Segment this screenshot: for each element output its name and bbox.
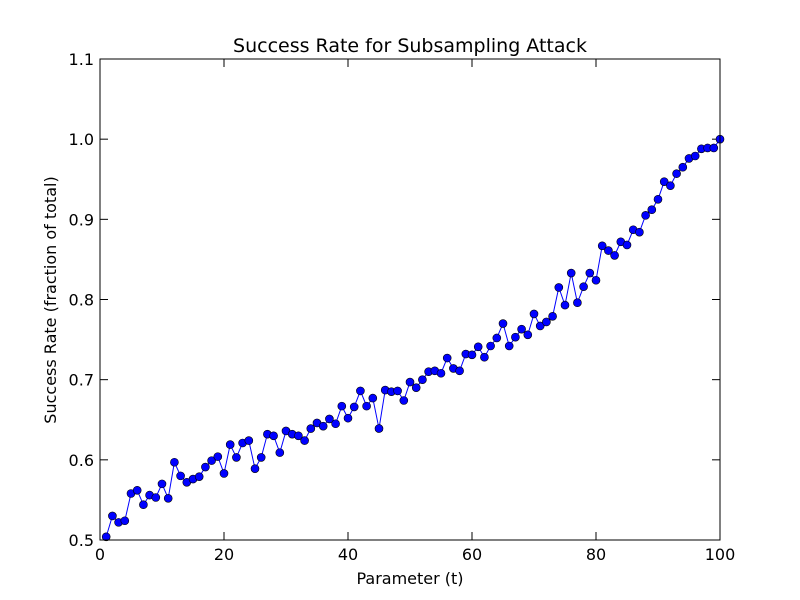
data-point <box>176 471 185 481</box>
data-point <box>349 402 359 412</box>
data-point <box>275 448 285 457</box>
data-point <box>622 240 632 250</box>
data-point <box>331 419 340 429</box>
data-point <box>690 151 700 161</box>
data-point <box>219 469 229 478</box>
data-point <box>653 194 663 204</box>
x-tick-label: 80 <box>586 545 606 564</box>
data-point <box>666 181 675 190</box>
plot-border <box>99 58 721 541</box>
data-point <box>610 251 619 260</box>
y-tick-label: 0.5 <box>69 531 94 550</box>
data-point <box>170 457 179 467</box>
data-point <box>492 333 502 343</box>
data-point <box>678 162 688 172</box>
data-point <box>300 436 309 445</box>
y-tick-label: 0.8 <box>69 291 94 310</box>
data-point <box>418 375 427 384</box>
data-point <box>498 319 508 328</box>
data-point <box>294 431 303 441</box>
y-tick-label: 0.6 <box>69 451 94 470</box>
data-point <box>132 485 142 495</box>
data-point <box>591 275 601 285</box>
data-point <box>194 472 204 481</box>
data-point <box>436 368 446 378</box>
data-point <box>455 366 464 376</box>
data-point <box>566 268 576 278</box>
y-tick-label: 0.9 <box>69 210 94 229</box>
data-point <box>337 401 347 411</box>
data-point <box>548 312 557 321</box>
data-point <box>101 532 111 542</box>
data-point <box>201 462 210 472</box>
data-point <box>225 440 235 449</box>
data-point <box>542 317 551 327</box>
y-axis-label: Success Rate (fraction of total) <box>41 176 60 423</box>
data-point <box>393 386 402 396</box>
data-point <box>560 300 570 310</box>
data-point <box>659 177 669 186</box>
data-point <box>523 330 533 340</box>
data-point <box>374 424 384 433</box>
data-point <box>405 377 415 387</box>
data-point <box>207 456 216 465</box>
data-point <box>157 479 167 489</box>
data-point <box>108 511 117 521</box>
data-point <box>529 309 539 319</box>
y-tick-label: 1.0 <box>69 130 94 149</box>
data-point <box>256 453 266 462</box>
data-point <box>325 414 334 424</box>
data-point <box>306 424 316 433</box>
data-point <box>362 401 371 411</box>
data-point <box>585 268 595 278</box>
data-point <box>139 500 148 510</box>
data-point <box>244 436 254 445</box>
data-point <box>597 241 607 251</box>
x-tick-label: 40 <box>338 545 358 564</box>
data-point <box>579 282 588 291</box>
data-point <box>269 431 278 441</box>
data-point <box>442 353 452 363</box>
data-point <box>573 298 582 308</box>
data-point <box>120 516 130 526</box>
data-point <box>647 205 657 215</box>
x-tick-label: 0 <box>95 545 105 564</box>
data-point <box>535 321 545 331</box>
data-point <box>504 341 514 351</box>
x-tick-label: 20 <box>214 545 234 564</box>
data-point <box>709 143 719 153</box>
data-point <box>511 332 520 342</box>
series-layer <box>101 134 725 542</box>
data-point <box>356 386 365 396</box>
data-point <box>641 211 650 220</box>
data-point <box>250 464 260 473</box>
data-point <box>213 452 223 461</box>
chart-title: Success Rate for Subsampling Attack <box>233 35 587 57</box>
data-point <box>151 493 161 502</box>
y-tick-label: 1.1 <box>69 50 94 69</box>
plot-area <box>99 58 721 541</box>
data-point <box>411 383 421 392</box>
data-point <box>486 341 495 351</box>
data-point <box>554 283 564 292</box>
data-point <box>232 453 241 462</box>
data-point <box>343 413 353 423</box>
axis-tick-labels: 0 20 40 60 80 100 0.5 0.6 0.7 0.8 0.9 1.0 1.1 <box>69 50 736 564</box>
data-point <box>604 246 613 255</box>
data-point <box>517 324 526 334</box>
data-point <box>318 421 328 431</box>
x-tick-label: 60 <box>462 545 482 564</box>
x-axis-label: Parameter (t) <box>356 569 463 588</box>
data-point <box>480 352 489 362</box>
x-tick-label: 100 <box>705 545 736 564</box>
data-point <box>399 396 409 405</box>
y-tick-label: 0.7 <box>69 371 94 390</box>
data-point <box>635 227 644 237</box>
data-point <box>672 169 681 178</box>
data-point <box>467 350 477 360</box>
data-point <box>368 393 378 403</box>
data-point <box>163 494 173 503</box>
data-point <box>473 342 483 352</box>
